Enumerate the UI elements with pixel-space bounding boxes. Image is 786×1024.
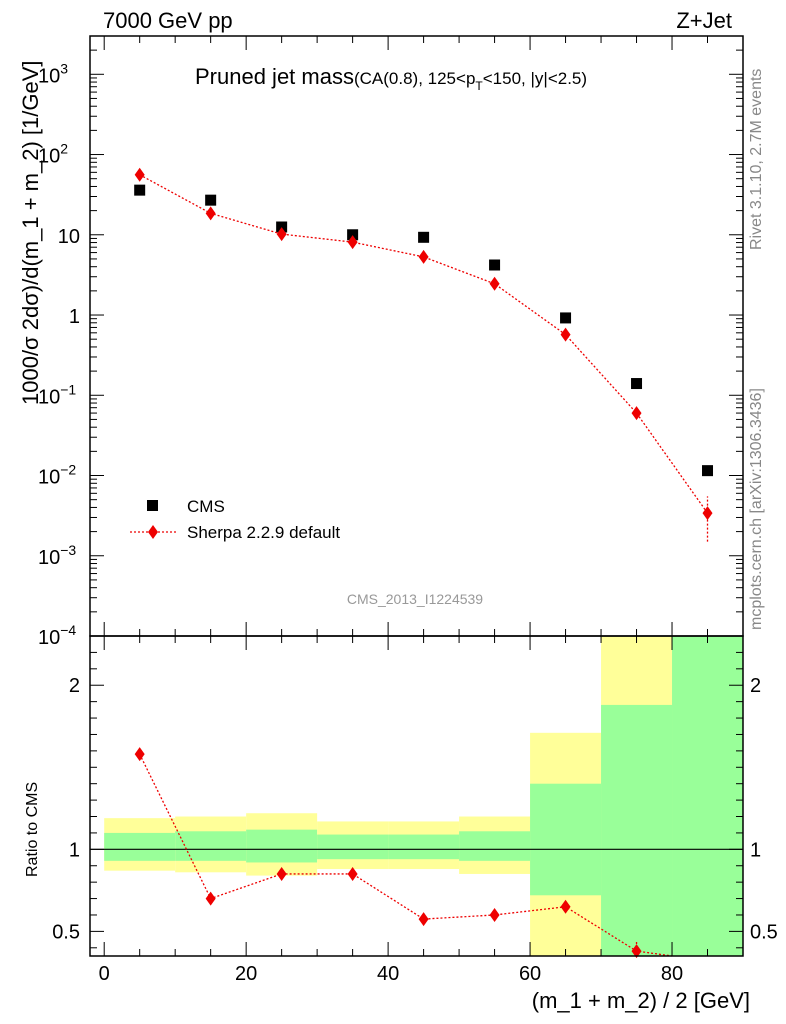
cms-data-point-4 bbox=[418, 231, 430, 243]
sherpa-curve bbox=[139, 174, 709, 514]
main-y-tick-label-1: 10−2 bbox=[38, 462, 76, 489]
ratio-data-series bbox=[134, 747, 673, 959]
mcplots-reference-label: mcplots.cern.ch [arXiv:1306.3436] bbox=[748, 388, 765, 630]
ratio-y-tick-label-left-2: 2 bbox=[69, 675, 80, 697]
main-y-tick-label-3: 1 bbox=[69, 306, 80, 328]
ratio-band-green-6 bbox=[530, 783, 602, 896]
sherpa-data-point-2 bbox=[276, 227, 287, 242]
main-y-axis-label: 1000/σ 2dσ)/d(m_1 + m_2) [1/GeV] bbox=[18, 61, 43, 406]
sherpa-data-point-6 bbox=[560, 327, 571, 342]
ratio-band-green-5 bbox=[459, 831, 531, 861]
legend-cms-marker bbox=[147, 500, 158, 511]
main-data-series bbox=[134, 167, 714, 542]
main-y-tick-label-4: 10 bbox=[58, 226, 80, 248]
ratio-y-axis-label: Ratio to CMS bbox=[24, 782, 41, 877]
cms-data-point-5 bbox=[489, 259, 501, 271]
ratio-sherpa-point-0 bbox=[134, 747, 145, 762]
ratio-sherpa-point-3 bbox=[347, 866, 358, 881]
ratio-y-tick-label-right-0: 0.5 bbox=[750, 921, 778, 943]
ratio-y-tick-label-right-2: 2 bbox=[750, 675, 761, 697]
sherpa-data-point-7 bbox=[631, 406, 642, 421]
main-y-tick-label-0: 10−3 bbox=[38, 542, 76, 569]
cms-data-point-0 bbox=[134, 184, 146, 196]
sherpa-data-point-4 bbox=[418, 249, 429, 264]
ratio-sherpa-point-6 bbox=[560, 899, 571, 914]
ratio-sherpa-point-7 bbox=[631, 944, 642, 959]
ratio-band-green-8 bbox=[672, 636, 743, 956]
main-axis-ticks: 10−3 10−2 10−1 1 10 102 103 10−4 bbox=[38, 35, 744, 649]
main-y-tick-label-6: 103 bbox=[38, 60, 68, 87]
sherpa-data-point-0 bbox=[134, 167, 145, 182]
legend-sherpa-label: Sherpa 2.2.9 default bbox=[187, 523, 340, 542]
header-collision-label: 7000 GeV pp bbox=[103, 8, 233, 33]
ratio-x-tick-label-3: 60 bbox=[519, 963, 541, 985]
cms-data-point-6 bbox=[560, 312, 572, 324]
ratio-sherpa-point-4 bbox=[418, 912, 429, 927]
main-plot-frame bbox=[89, 35, 744, 637]
main-y-tick-label-2: 10−1 bbox=[38, 381, 76, 408]
cms-data-point-7 bbox=[631, 378, 643, 390]
legend-cms-label: CMS bbox=[187, 497, 225, 516]
ratio-sherpa-point-2 bbox=[276, 866, 287, 881]
main-plot-title: Pruned jet mass(CA(0.8), 125<pT<150, |y|… bbox=[195, 64, 587, 93]
ratio-plot-frame bbox=[89, 635, 744, 957]
ratio-y-tick-label-right-1: 1 bbox=[750, 839, 761, 861]
cms-data-point-1 bbox=[205, 194, 217, 206]
analysis-watermark: CMS_2013_I1224539 bbox=[347, 591, 483, 607]
header-process-label: Z+Jet bbox=[676, 8, 732, 33]
ratio-x-tick-label-4: 80 bbox=[661, 963, 683, 985]
ratio-y-tick-label-left-1: 1 bbox=[69, 839, 80, 861]
ratio-band-green-2 bbox=[246, 829, 318, 863]
ratio-sherpa-point-5 bbox=[489, 907, 500, 922]
sherpa-data-point-3 bbox=[347, 235, 358, 250]
x-axis-label: (m_1 + m_2) / 2 [GeV] bbox=[532, 988, 750, 1013]
legend-sherpa-marker bbox=[148, 525, 158, 539]
ratio-x-tick-label-1: 20 bbox=[235, 963, 257, 985]
main-y-tick-label-5: 102 bbox=[38, 141, 68, 168]
ratio-band-green-7 bbox=[601, 704, 673, 956]
legend: CMS Sherpa 2.2.9 default bbox=[130, 497, 340, 542]
ratio-uncertainty-bands bbox=[104, 636, 743, 956]
ratio-y-tick-label-left-0: 0.5 bbox=[52, 921, 80, 943]
ratio-band-green-4 bbox=[388, 834, 460, 860]
ratio-x-tick-label-2: 40 bbox=[377, 963, 399, 985]
ratio-sherpa-point-1 bbox=[205, 891, 216, 906]
main-y-tick-label-7: 10−4 bbox=[38, 622, 76, 649]
sherpa-data-point-5 bbox=[489, 276, 500, 291]
sherpa-data-point-1 bbox=[205, 206, 216, 221]
cms-data-point-3 bbox=[347, 229, 359, 241]
ratio-band-green-3 bbox=[317, 834, 389, 860]
ratio-x-tick-label-0: 0 bbox=[99, 963, 110, 985]
cms-data-point-2 bbox=[276, 221, 288, 233]
sherpa-data-point-8 bbox=[702, 506, 713, 521]
ratio-band-green-0 bbox=[104, 832, 176, 861]
ratio-axis-ticks: 0 20 40 60 80 0.5 0.5 1 1 2 2 bbox=[52, 636, 778, 985]
ratio-sherpa-curve bbox=[139, 753, 673, 957]
cms-data-point-8 bbox=[702, 465, 714, 477]
ratio-band-green-1 bbox=[175, 831, 247, 861]
rivet-version-label: Rivet 3.1.10, 2.7M events bbox=[748, 69, 765, 250]
